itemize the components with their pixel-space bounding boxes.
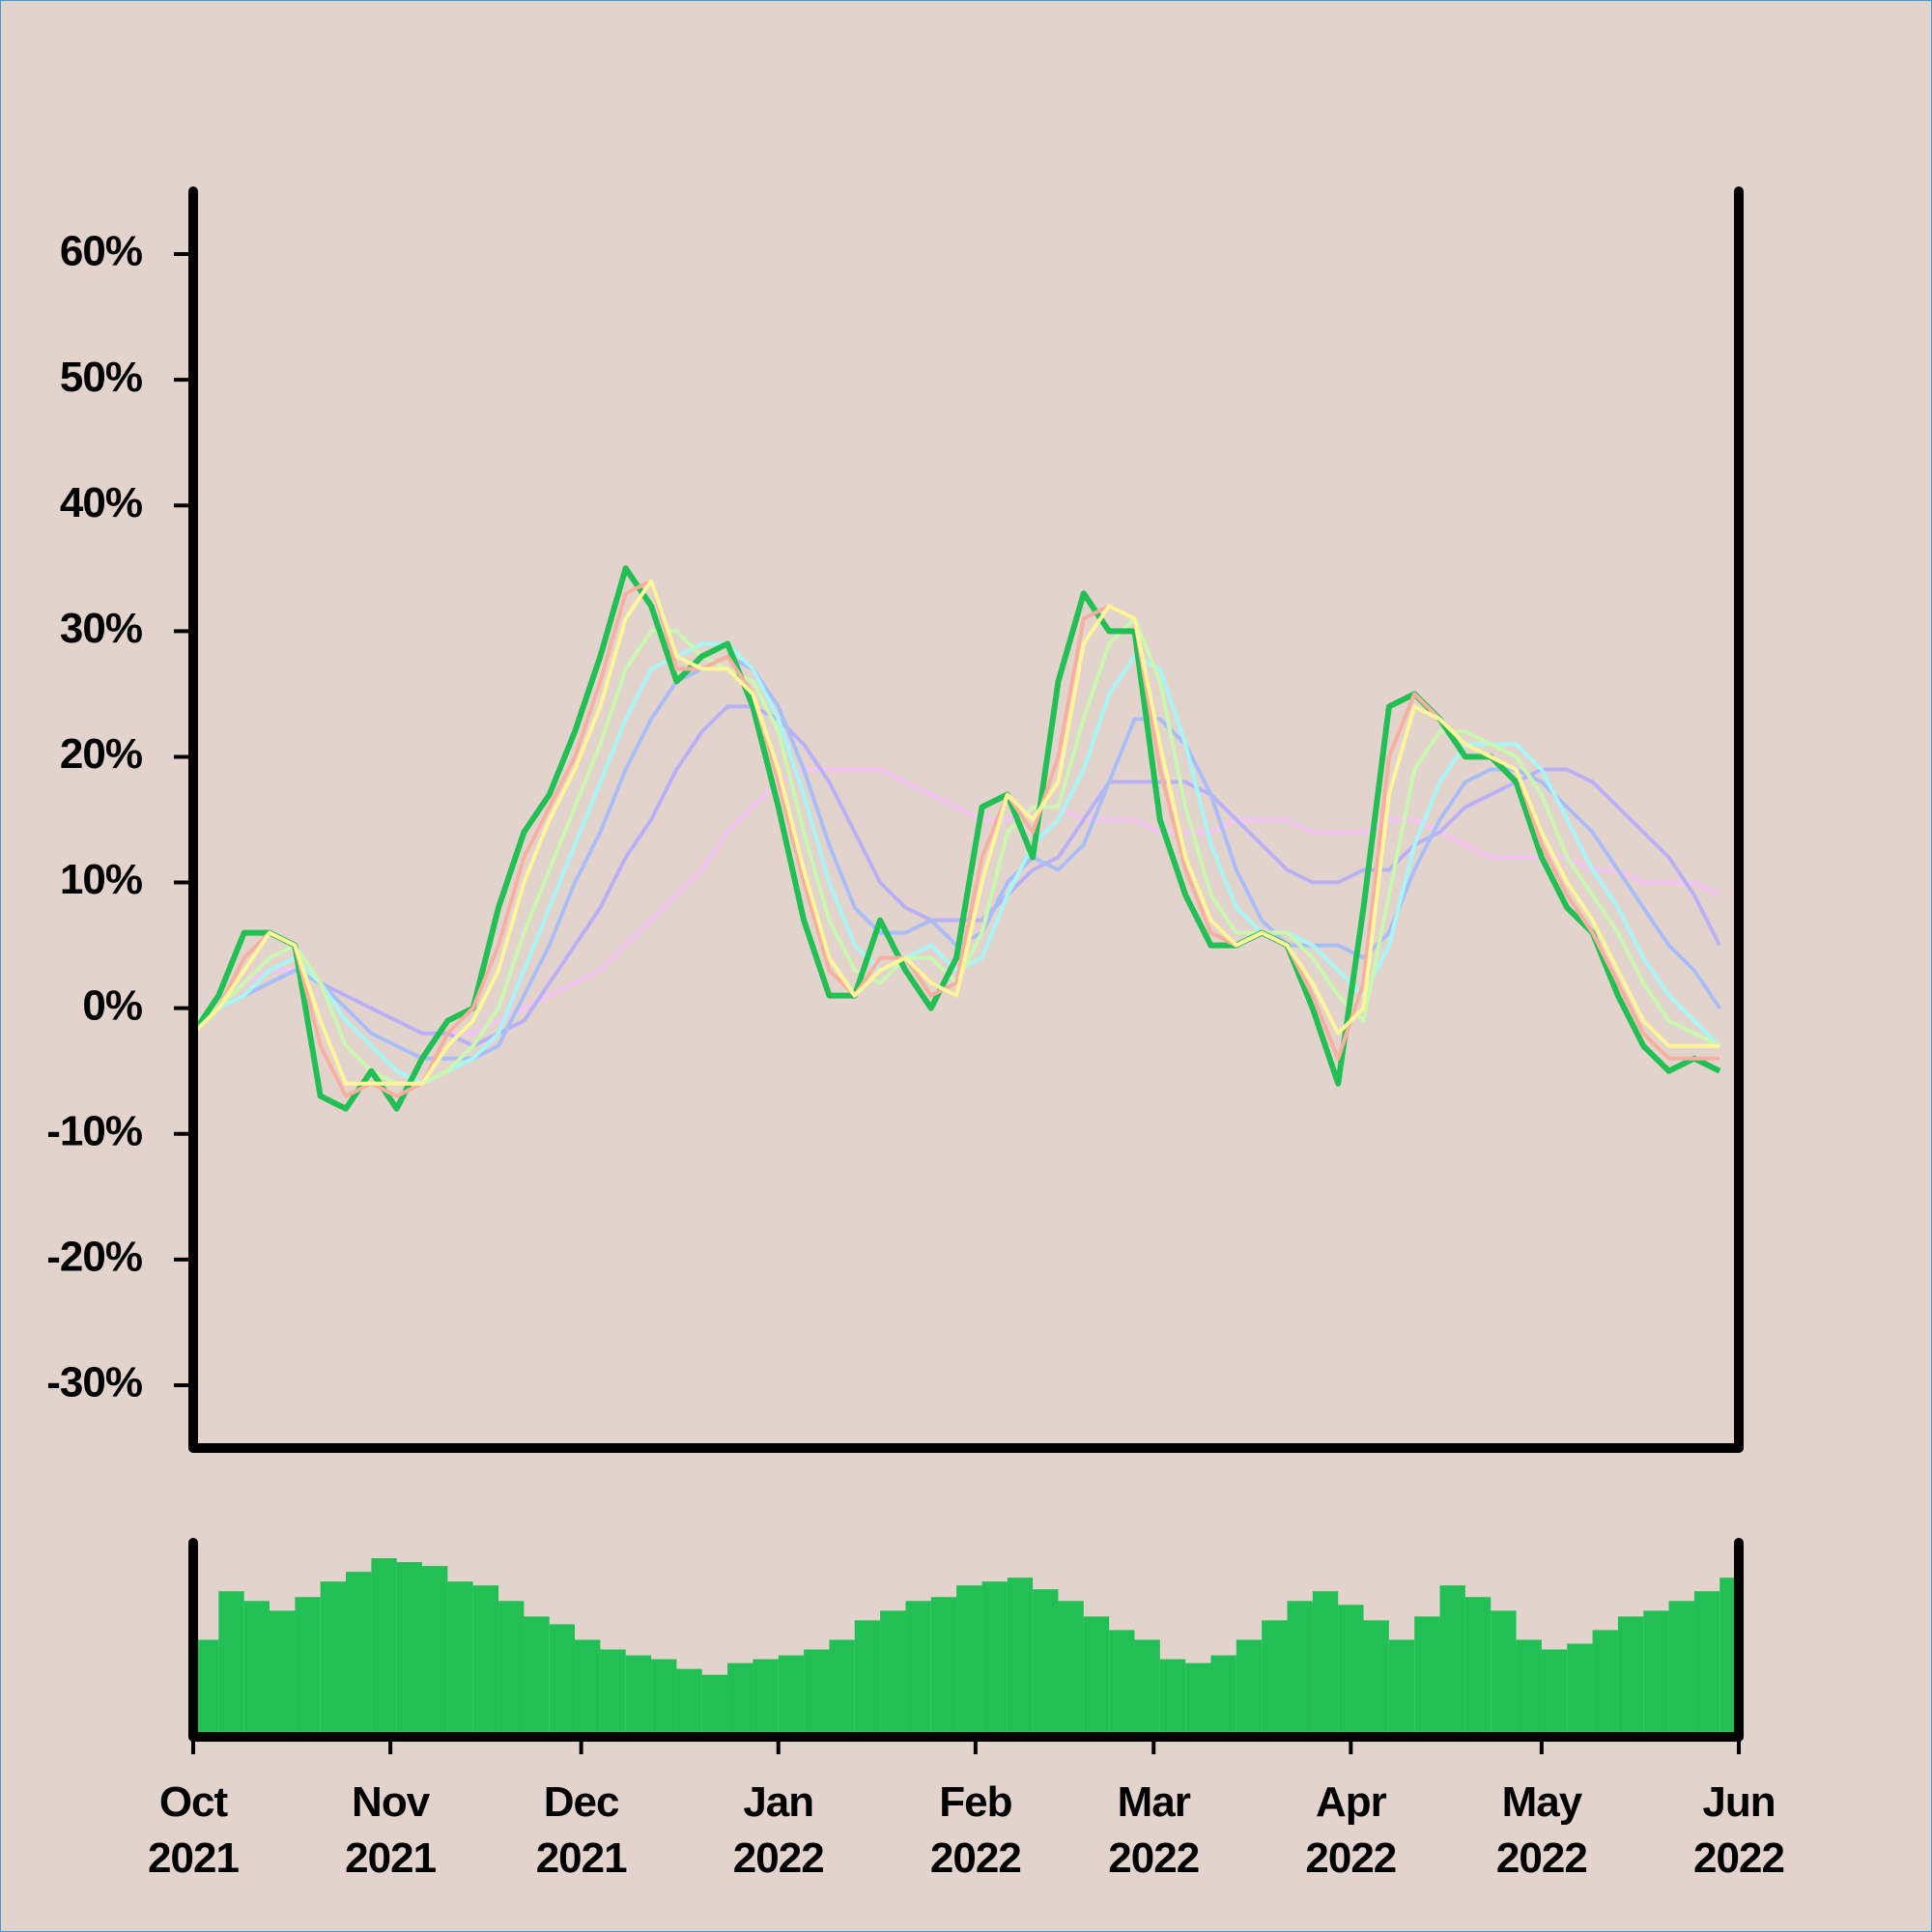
volume-bar	[676, 1668, 702, 1737]
volume-bar	[1185, 1662, 1211, 1737]
volume-bar	[625, 1655, 652, 1737]
volume-bar	[829, 1639, 855, 1737]
volume-bar	[701, 1674, 728, 1737]
volume-bar	[1617, 1616, 1644, 1737]
volume-bar	[1414, 1616, 1440, 1737]
volume-bar	[1159, 1659, 1186, 1737]
volume-bar	[880, 1610, 906, 1737]
axis-frame	[188, 186, 1744, 1453]
volume-bar	[1287, 1601, 1313, 1737]
volume-bar	[1033, 1589, 1059, 1737]
y-tick-label: 20%	[60, 730, 142, 778]
y-tick-label: 10%	[60, 856, 142, 903]
volume-bar	[600, 1649, 626, 1737]
x-tick-label: Feb 2022	[929, 1778, 1022, 1882]
price-line	[190, 565, 1721, 1112]
volume-bar	[651, 1659, 677, 1737]
volume-bar	[1516, 1639, 1542, 1737]
volume-bar	[1541, 1649, 1568, 1737]
volume-bar	[1312, 1591, 1339, 1737]
volume-bar	[1693, 1591, 1720, 1737]
volume-bar	[396, 1562, 423, 1737]
y-tick-label: 40%	[60, 479, 142, 526]
volume-bar	[930, 1597, 957, 1737]
volume-bar	[270, 1610, 296, 1737]
x-tick-label: Dec 2021	[535, 1778, 628, 1882]
y-tick-label: 30%	[60, 605, 142, 652]
x-tick-label: May 2022	[1495, 1778, 1588, 1882]
volume-bar	[575, 1639, 601, 1737]
volume-bar	[549, 1624, 576, 1737]
volume-bar	[1236, 1639, 1263, 1737]
volume-bar	[905, 1601, 931, 1737]
price-line	[192, 641, 1721, 1086]
volume-bar	[1643, 1610, 1669, 1737]
volume-bar	[1083, 1616, 1110, 1737]
volume-bar	[346, 1572, 372, 1737]
x-tick-label: Apr 2022	[1305, 1778, 1397, 1882]
y-tick-label: 50%	[60, 354, 142, 401]
volume-bar	[1007, 1577, 1034, 1737]
volume-bar	[1439, 1585, 1465, 1737]
volume-bar	[472, 1585, 499, 1737]
x-tick-label: Oct 2021	[148, 1778, 240, 1882]
volume-bar	[1109, 1630, 1135, 1737]
price-line	[192, 616, 1721, 1086]
volume-bar	[1210, 1655, 1236, 1737]
axis-frame	[188, 1538, 1744, 1742]
volume-bar	[447, 1581, 473, 1737]
volume-bar	[1338, 1605, 1364, 1737]
y-tick-label: -20%	[46, 1233, 142, 1280]
volume-bar	[422, 1566, 448, 1737]
x-tick-label: Nov 2021	[345, 1778, 437, 1882]
x-tick-label: Jan 2022	[732, 1778, 825, 1882]
volume-bar	[295, 1597, 321, 1737]
price-line	[191, 579, 1720, 1086]
y-tick-label: 0%	[82, 981, 142, 1029]
volume-bar	[1567, 1643, 1593, 1737]
volume-bar	[218, 1591, 244, 1737]
volume-bar	[854, 1620, 881, 1737]
volume-bar	[320, 1581, 347, 1737]
y-tick-label: 60%	[60, 228, 142, 275]
volume-bar	[243, 1601, 270, 1737]
volume-bar	[778, 1655, 805, 1737]
volume-bar	[371, 1558, 397, 1737]
volume-bar	[956, 1585, 982, 1737]
y-tick-label: -10%	[46, 1107, 142, 1154]
volume-bar	[1491, 1610, 1517, 1737]
volume-bar	[524, 1616, 550, 1737]
volume-bar	[1592, 1630, 1618, 1737]
x-tick-label: Jun 2022	[1693, 1778, 1785, 1882]
volume-bar	[1262, 1620, 1288, 1737]
volume-bar	[498, 1601, 525, 1737]
price-line	[191, 579, 1720, 1098]
volume-bar	[804, 1649, 830, 1737]
volume-bar	[1668, 1601, 1694, 1737]
volume-bar	[1058, 1601, 1084, 1737]
volume-bar	[981, 1581, 1008, 1737]
volume-bar	[753, 1659, 779, 1737]
volume-bar	[1388, 1639, 1415, 1737]
volume-bar	[727, 1662, 753, 1737]
volume-bar	[1134, 1639, 1160, 1737]
volume-bar	[1363, 1620, 1389, 1737]
volume-bar	[1464, 1597, 1492, 1737]
y-tick-label: -30%	[46, 1359, 142, 1406]
x-tick-label: Mar 2022	[1108, 1778, 1200, 1882]
